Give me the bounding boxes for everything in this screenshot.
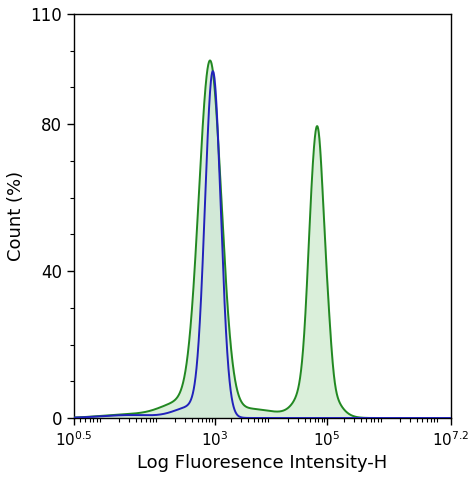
X-axis label: Log Fluoresence Intensity-H: Log Fluoresence Intensity-H: [137, 454, 387, 472]
Y-axis label: Count (%): Count (%): [7, 171, 25, 261]
